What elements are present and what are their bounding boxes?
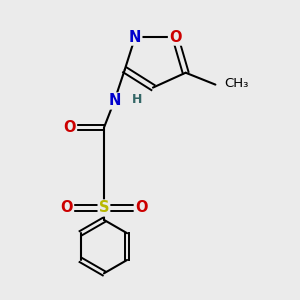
Text: H: H xyxy=(131,93,142,106)
Text: O: O xyxy=(169,30,182,45)
Text: S: S xyxy=(99,200,109,215)
Text: CH₃: CH₃ xyxy=(224,76,249,90)
Text: O: O xyxy=(135,200,147,215)
Text: O: O xyxy=(64,120,76,135)
Text: N: N xyxy=(129,30,141,45)
Text: O: O xyxy=(61,200,73,215)
Text: N: N xyxy=(108,94,121,109)
